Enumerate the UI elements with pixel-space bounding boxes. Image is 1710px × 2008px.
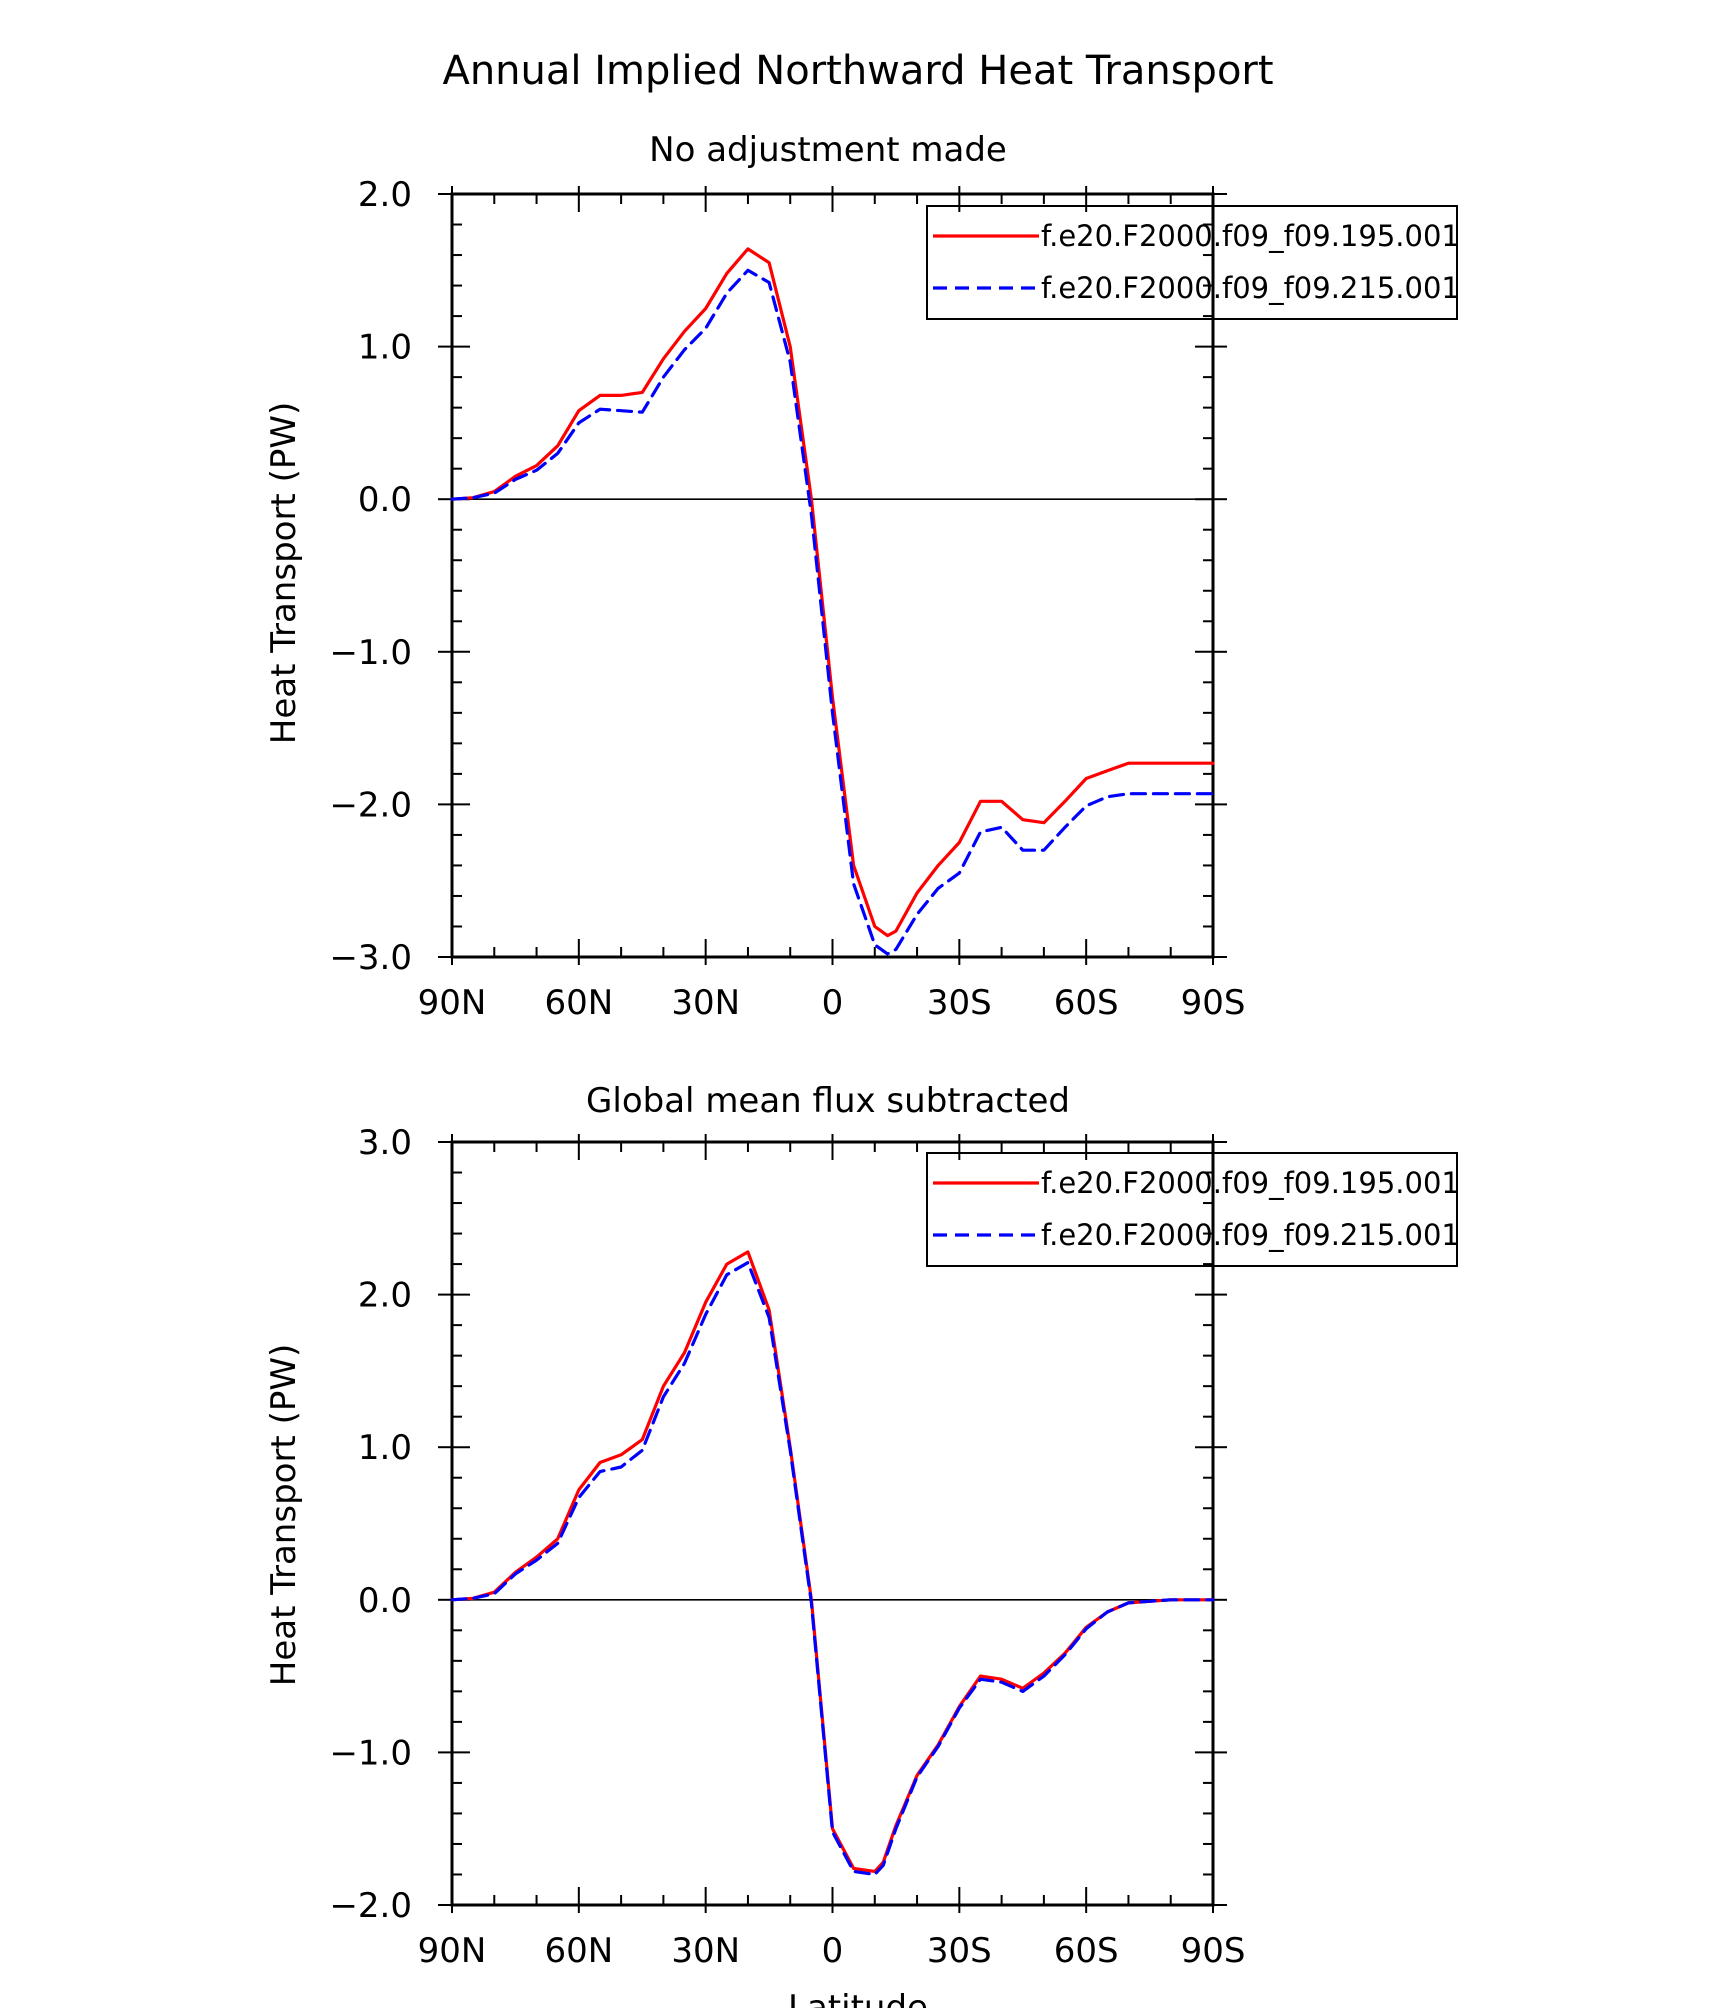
series-line-1 xyxy=(450,247,1215,938)
series-line-1 xyxy=(450,1250,1215,1874)
legend: f.e20.F2000.f09_f09.195.001 f.e20.F2000.f… xyxy=(926,205,1460,320)
legend-label-1: f.e20.F2000.f09_f09.195.001 xyxy=(1041,1166,1460,1200)
legend-label-2: f.e20.F2000.f09_f09.215.001 xyxy=(1041,271,1460,305)
legend-label-2: f.e20.F2000.f09_f09.215.001 xyxy=(1041,1218,1460,1252)
x-tick-label: 30N xyxy=(671,983,740,1023)
y-tick-label: −2.0 xyxy=(329,785,412,825)
y-tick-label: 0.0 xyxy=(358,480,412,520)
y-tick-label: 2.0 xyxy=(358,1276,412,1316)
x-tick-label: 90S xyxy=(1181,1931,1246,1971)
x-tick-label: 30S xyxy=(927,983,992,1023)
x-tick-label: 60N xyxy=(544,983,613,1023)
y-tick-label: 2.0 xyxy=(358,175,412,215)
series-line-2 xyxy=(450,268,1215,956)
plot-frame xyxy=(450,192,1215,959)
x-tick-label: 90N xyxy=(418,983,487,1023)
panel-global-mean-subtracted: Global mean flux subtracted Heat Transpo… xyxy=(264,1081,1460,1971)
y-tick-label: 1.0 xyxy=(358,328,412,368)
x-tick-label: 60S xyxy=(1054,1931,1119,1971)
legend-label-1: f.e20.F2000.f09_f09.195.001 xyxy=(1041,219,1460,253)
y-tick-label: −3.0 xyxy=(329,938,412,978)
x-tick-label: 0 xyxy=(822,1931,844,1971)
series-line-2 xyxy=(450,1260,1215,1877)
y-axis-label: Heat Transport (PW) xyxy=(264,1344,304,1686)
y-tick-label: −1.0 xyxy=(329,1733,412,1773)
panel-title: No adjustment made xyxy=(649,130,1007,170)
x-tick-label: 90S xyxy=(1181,983,1246,1023)
y-tick-label: 0.0 xyxy=(358,1581,412,1621)
y-tick-label: 3.0 xyxy=(358,1123,412,1163)
y-axis-label: Heat Transport (PW) xyxy=(264,402,304,744)
figure-xlabel: Latitude xyxy=(788,1988,928,2008)
x-tick-label: 90N xyxy=(418,1931,487,1971)
legend: f.e20.F2000.f09_f09.195.001 f.e20.F2000.f… xyxy=(926,1152,1460,1267)
x-tick-label: 60N xyxy=(544,1931,613,1971)
x-tick-label: 60S xyxy=(1054,983,1119,1023)
x-tick-label: 30S xyxy=(927,1931,992,1971)
legend-box xyxy=(926,205,1458,320)
legend-box xyxy=(926,1152,1458,1267)
x-tick-label: 0 xyxy=(822,983,844,1023)
y-tick-label: −1.0 xyxy=(329,633,412,673)
y-tick-label: −2.0 xyxy=(329,1886,412,1926)
figure-title: Annual Implied Northward Heat Transport xyxy=(442,48,1273,94)
panel-no-adjustment: No adjustment made Heat Transport (PW) 9… xyxy=(264,130,1460,1023)
panel-title: Global mean flux subtracted xyxy=(586,1081,1070,1121)
y-tick-label: 1.0 xyxy=(358,1428,412,1468)
x-tick-label: 30N xyxy=(671,1931,740,1971)
